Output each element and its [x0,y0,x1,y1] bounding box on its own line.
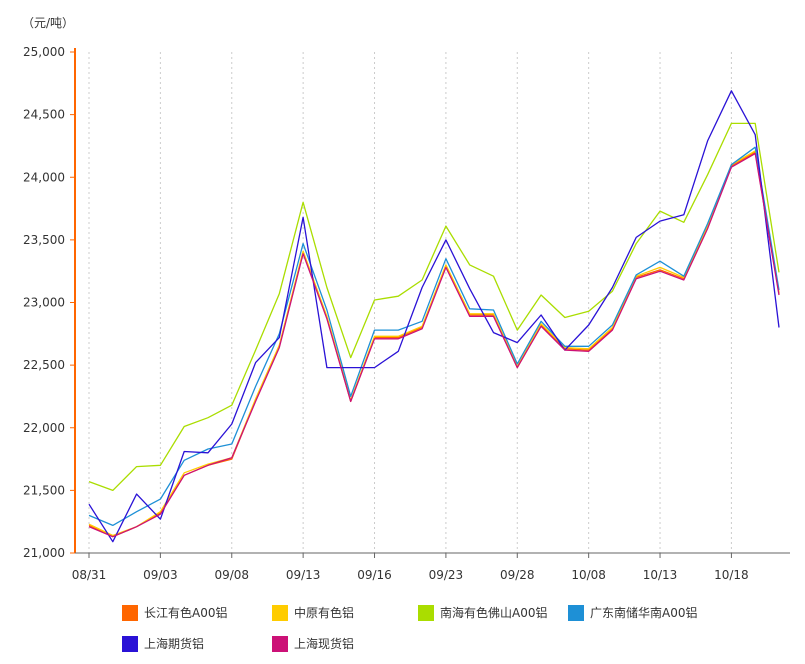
legend-swatch [272,604,288,621]
legend-label: 中原有色铝 [294,606,355,620]
y-tick-label: 23,500 [23,233,65,247]
legend-label: 广东南储华南A00铝 [590,606,698,620]
x-tick-label: 09/03 [143,568,178,582]
legend-label: 南海有色佛山A00铝 [440,606,548,620]
series-line [88,146,780,527]
series-layer [88,90,780,543]
series-line [88,152,780,538]
legend-swatch [568,604,584,621]
x-tick-label: 09/16 [357,568,392,582]
legend-item[interactable]: 中原有色铝 [272,604,354,621]
line-chart: 21,000 21,500 22,000 22,500 23,000 23,500 24,0… [23,45,790,582]
legend-item[interactable]: 长江有色A00铝 [122,604,227,621]
x-tick-label: 10/18 [714,568,749,582]
x-tick-label: 09/23 [429,568,464,582]
series-line [88,90,780,543]
legend-label: 长江有色A00铝 [144,606,228,620]
legend-item[interactable]: 上海现货铝 [272,635,354,652]
y-tick-label: 22,000 [23,421,65,435]
series-line [88,150,780,537]
legend-item[interactable]: 南海有色佛山A00铝 [418,604,547,621]
x-tick-label: 09/28 [500,568,535,582]
x-tick-label: 10/13 [643,568,678,582]
y-tick-label: 23,000 [23,296,65,310]
legend-label: 上海现货铝 [294,637,355,651]
x-tick-label: 10/08 [571,568,606,582]
legend-swatch [418,604,434,621]
y-tick-label: 21,500 [23,483,65,497]
axis-layer: 21,000 21,500 22,000 22,500 23,000 23,500 24,0… [23,45,790,582]
grid-layer [88,52,732,553]
y-tick-label: 21,000 [23,546,65,560]
legend-label: 上海期货铝 [144,637,205,651]
legend-swatch [122,635,138,652]
y-axis-unit-label: （元/吨） [22,16,75,30]
legend-item[interactable]: 广东南储华南A00铝 [568,604,697,621]
x-tick-label: 09/13 [286,568,321,582]
y-tick-label: 24,500 [23,108,65,122]
y-tick-label: 25,000 [23,45,65,59]
series-line [88,151,780,538]
y-tick-label: 22,500 [23,358,65,372]
x-tick-label: 09/08 [214,568,249,582]
series-line [88,122,780,492]
y-tick-label: 24,000 [23,170,65,184]
legend-item[interactable]: 上海期货铝 [122,635,204,652]
legend-swatch [272,635,288,652]
legend-swatch [122,604,138,621]
x-tick-label: 08/31 [72,568,107,582]
